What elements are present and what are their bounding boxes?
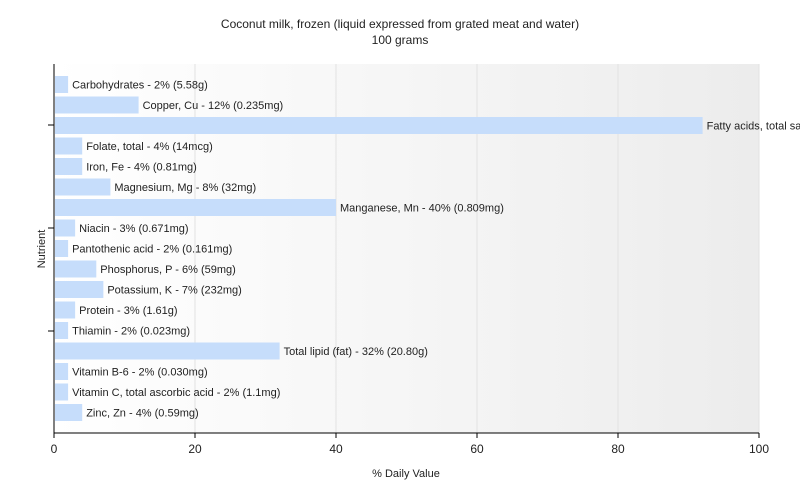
bar	[55, 363, 69, 380]
x-axis-label: % Daily Value	[372, 468, 440, 480]
bar	[55, 178, 111, 196]
bar	[55, 383, 69, 401]
x-tick-label: 40	[329, 442, 343, 456]
chart-title: Coconut milk, frozen (liquid expressed f…	[221, 17, 579, 31]
bar	[55, 322, 69, 339]
bar-label: Carbohydrates - 2% (5.58g)	[72, 80, 208, 92]
bar	[55, 219, 76, 237]
bar-label: Thiamin - 2% (0.023mg)	[72, 326, 190, 338]
bar-label: Copper, Cu - 12% (0.235mg)	[143, 100, 284, 112]
x-tick-label: 100	[749, 442, 769, 456]
x-tick-label: 20	[188, 442, 202, 456]
bar-label: Vitamin B-6 - 2% (0.030mg)	[72, 367, 208, 379]
bar	[55, 117, 703, 134]
bar-label: Iron, Fe - 4% (0.81mg)	[86, 162, 197, 174]
bar-labels-group: Carbohydrates - 2% (5.58g) Copper, Cu - 1…	[72, 80, 800, 420]
bar	[55, 76, 69, 93]
bar	[55, 199, 336, 216]
x-tick-label: 60	[470, 442, 484, 456]
y-axis-label: Nutrient	[36, 230, 48, 269]
bar-label: Magnesium, Mg - 8% (32mg)	[114, 182, 256, 194]
bar	[55, 404, 83, 421]
bar	[55, 240, 69, 257]
chart-subtitle: 100 grams	[372, 33, 429, 47]
bar	[55, 158, 83, 175]
bar	[55, 96, 139, 114]
bar	[55, 281, 104, 298]
bar-label: Niacin - 3% (0.671mg)	[79, 223, 188, 235]
bar-label: Vitamin C, total ascorbic acid - 2% (1.1…	[72, 387, 280, 399]
x-tick-label: 0	[51, 442, 58, 456]
bar	[55, 342, 280, 360]
bar-label: Pantothenic acid - 2% (0.161mg)	[72, 244, 232, 256]
bar-label: Potassium, K - 7% (232mg)	[107, 285, 242, 297]
axes-group	[48, 64, 759, 434]
bar	[55, 260, 97, 278]
bar-label: Phosphorus, P - 6% (59mg)	[100, 264, 236, 276]
bar-label: Folate, total - 4% (14mcg)	[86, 141, 213, 153]
x-ticks-group: 0 20 40 60 80 100	[51, 433, 769, 456]
bar	[55, 137, 83, 155]
bar-label: Manganese, Mn - 40% (0.809mg)	[340, 203, 504, 215]
x-tick-label: 80	[611, 442, 625, 456]
bar-label: Total lipid (fat) - 32% (20.80g)	[284, 346, 428, 358]
bar	[55, 301, 76, 319]
bar-label: Protein - 3% (1.61g)	[79, 305, 177, 317]
bar-label: Zinc, Zn - 4% (0.59mg)	[86, 408, 198, 420]
bar-label: Fatty acids, total saturated - 92% (18.4…	[707, 121, 800, 133]
bars-group	[55, 76, 703, 421]
